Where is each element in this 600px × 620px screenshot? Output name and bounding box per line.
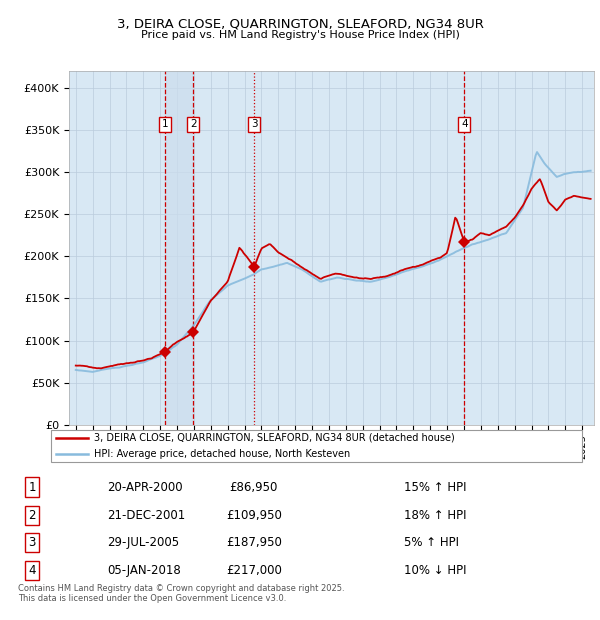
FancyBboxPatch shape xyxy=(50,430,583,463)
Text: 21-DEC-2001: 21-DEC-2001 xyxy=(107,509,185,522)
Text: 2: 2 xyxy=(28,509,36,522)
Text: 20-APR-2000: 20-APR-2000 xyxy=(107,480,182,494)
Text: £109,950: £109,950 xyxy=(226,509,282,522)
Text: 10% ↓ HPI: 10% ↓ HPI xyxy=(404,564,466,577)
Text: Contains HM Land Registry data © Crown copyright and database right 2025.
This d: Contains HM Land Registry data © Crown c… xyxy=(18,584,344,603)
Text: 4: 4 xyxy=(461,119,467,130)
Text: 15% ↑ HPI: 15% ↑ HPI xyxy=(404,480,466,494)
Text: Price paid vs. HM Land Registry's House Price Index (HPI): Price paid vs. HM Land Registry's House … xyxy=(140,30,460,40)
Text: 1: 1 xyxy=(162,119,169,130)
Text: 3: 3 xyxy=(28,536,36,549)
Text: HPI: Average price, detached house, North Kesteven: HPI: Average price, detached house, Nort… xyxy=(94,450,350,459)
Text: 2: 2 xyxy=(190,119,197,130)
Text: 1: 1 xyxy=(28,480,36,494)
Text: 29-JUL-2005: 29-JUL-2005 xyxy=(107,536,179,549)
Text: 3: 3 xyxy=(251,119,257,130)
Text: 5% ↑ HPI: 5% ↑ HPI xyxy=(404,536,458,549)
Text: £86,950: £86,950 xyxy=(230,480,278,494)
Text: £187,950: £187,950 xyxy=(226,536,282,549)
Text: 4: 4 xyxy=(28,564,36,577)
Bar xyxy=(165,71,193,425)
Text: 05-JAN-2018: 05-JAN-2018 xyxy=(107,564,181,577)
Text: £217,000: £217,000 xyxy=(226,564,282,577)
Text: 3, DEIRA CLOSE, QUARRINGTON, SLEAFORD, NG34 8UR (detached house): 3, DEIRA CLOSE, QUARRINGTON, SLEAFORD, N… xyxy=(94,433,454,443)
Text: 18% ↑ HPI: 18% ↑ HPI xyxy=(404,509,466,522)
Text: 3, DEIRA CLOSE, QUARRINGTON, SLEAFORD, NG34 8UR: 3, DEIRA CLOSE, QUARRINGTON, SLEAFORD, N… xyxy=(116,17,484,30)
